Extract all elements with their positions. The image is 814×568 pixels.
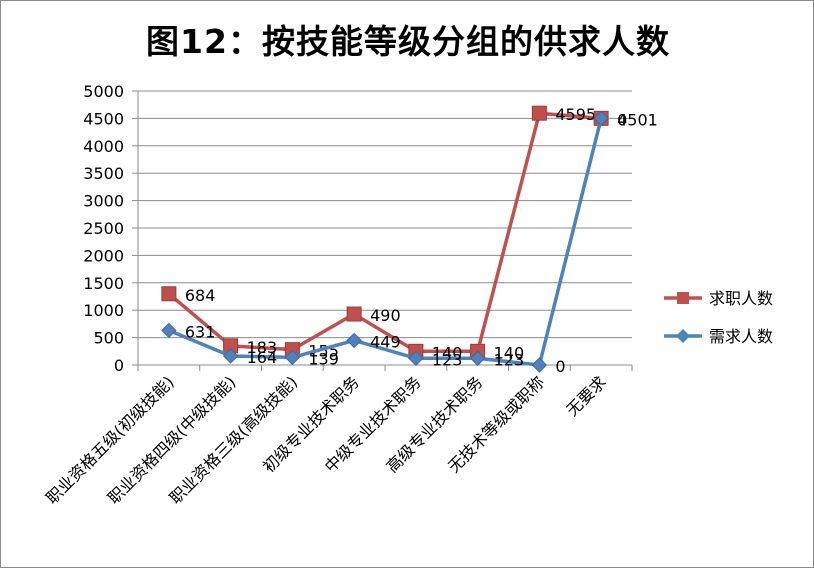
series-2-point [408,350,424,366]
series-line-1 [167,111,602,354]
x-category-label: 无要求 [563,372,610,419]
y-tick-label: 1000 [83,301,124,320]
data-label: 0 [617,110,627,129]
y-tick-label: 2000 [83,246,124,265]
series-1-point [346,306,362,322]
y-tick-label: 2500 [83,219,124,238]
data-label: 4501 [617,110,658,129]
series-2-point [469,350,486,366]
data-label: 684 [185,286,216,305]
data-label: 139 [308,349,339,368]
y-tick-label: 0 [114,356,124,375]
data-label: 490 [370,306,401,325]
y-tick-label: 4500 [83,109,124,128]
y-tick-label: 1500 [83,274,124,293]
data-label: 123 [494,350,525,369]
data-label: 164 [247,348,278,367]
series-2-point [346,332,362,349]
series-1-point [161,286,177,302]
legend-label: 求职人数 [709,289,773,308]
data-label: 449 [370,332,401,351]
y-tick-label: 3000 [83,192,124,211]
series-1-point [531,105,547,121]
data-label: 0 [555,357,565,376]
series-2-point [593,110,609,127]
data-label: 183 [247,338,278,357]
y-tick-label: 4000 [83,137,124,156]
data-label: 123 [432,350,463,369]
y-tick-label: 500 [93,329,124,348]
series-2-point [161,322,177,339]
data-label: 4595 [555,105,596,124]
legend-diamond-marker [676,329,690,343]
series-line-2 [168,117,603,367]
series-2-point [284,349,301,366]
chart-title: 图12：按技能等级分组的供求人数 [146,22,670,61]
data-label: 631 [185,322,216,341]
legend-square-marker [677,292,689,304]
series-2-point [531,357,548,373]
y-tick-label: 3500 [83,164,124,183]
y-tick-label: 5000 [83,82,124,101]
series-2-point [222,348,239,364]
legend-label: 需求人数 [709,327,773,346]
data-label: 140 [494,343,525,362]
